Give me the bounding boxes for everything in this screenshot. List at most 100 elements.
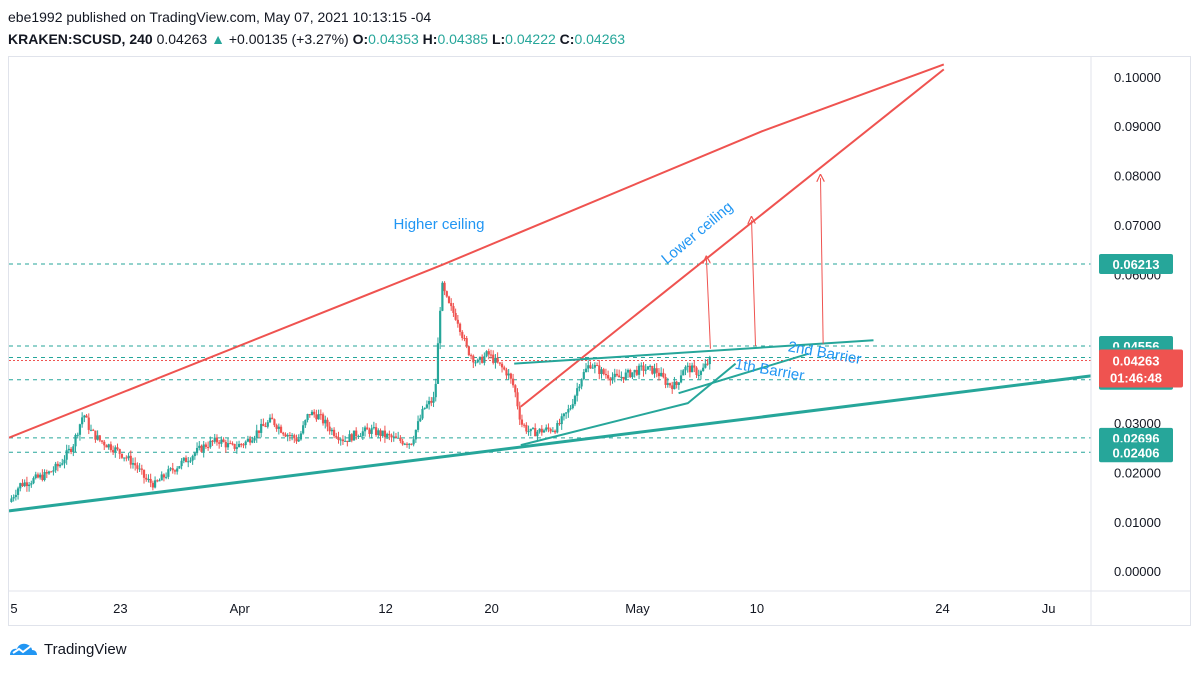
major-support-line[interactable] [9,374,1092,513]
candle [153,476,157,489]
candle-body [644,369,647,371]
candle [131,457,135,469]
candle [518,401,521,426]
candle-body [578,386,581,389]
candle-body [224,441,227,448]
candle-body [308,414,311,416]
candle [52,466,55,476]
candle-body [165,476,168,478]
candle-body [114,447,117,453]
candle-body [593,365,596,368]
lower-ceiling-line[interactable] [520,68,945,408]
candle-body [545,427,548,431]
candle [615,369,619,377]
candle [496,352,499,364]
chart-area[interactable]: Higher ceiling Lower ceiling 2nd Barrier 1t… [8,56,1191,626]
candle [209,436,212,449]
candle-body [500,363,504,368]
candle-body [352,430,356,441]
candle [81,412,84,428]
candle-body [266,422,269,427]
candle-body [434,383,437,398]
target-arrow-1[interactable] [706,260,711,349]
candle-body [397,437,400,439]
higher-ceiling-label[interactable]: Higher ceiling [394,216,485,233]
candle [640,362,643,371]
candle [63,455,66,469]
symbol-label[interactable]: KRAKEN:SCUSD, 240 [8,31,153,47]
footer: TradingView [8,640,127,658]
candle [118,448,121,460]
tradingview-logo-icon[interactable] [8,640,38,658]
candle-body [507,373,510,376]
candle [28,481,31,492]
candle-body [372,427,375,429]
candle-body [410,443,413,445]
candle [629,368,632,379]
higher-ceiling-line[interactable] [9,63,945,439]
tradingview-brand[interactable]: TradingView [44,640,127,658]
candle-body [361,431,364,436]
level-tag[interactable] [1099,254,1173,275]
candle [704,359,707,369]
candle [182,457,185,464]
candle-body [76,434,79,436]
candle [123,457,126,462]
candle [498,362,501,366]
candle-body [156,480,159,482]
candle [319,409,322,420]
current-price-tag[interactable] [1099,349,1183,388]
candle [255,424,258,443]
candle [235,441,238,454]
candle [67,445,70,454]
candle [622,376,625,383]
candle [675,380,678,389]
candle [436,337,440,384]
candle [355,427,358,440]
candle-body [211,440,214,442]
candle-body [182,457,185,461]
candle-body [492,354,495,363]
target-arrow-2[interactable] [752,220,757,347]
candle [439,307,442,350]
y-tick-label: 0.01000 [1114,515,1161,530]
level-tag[interactable] [1099,442,1173,463]
candle-body [542,430,546,433]
candle-body [677,382,680,385]
level-tag-label: 0.02696 [1113,431,1160,446]
candle [145,473,148,482]
candle-body [465,338,468,347]
candle [542,428,546,433]
candle-body [520,419,524,425]
candle [89,424,93,432]
candle-body [293,435,296,439]
candle [567,404,570,418]
candle-body [405,443,409,445]
candle-body [529,428,532,432]
target-arrow-3[interactable] [821,178,824,344]
candle [363,425,367,437]
candle [178,465,181,469]
candle-body [140,468,143,470]
candle-body [326,419,329,427]
candle [556,420,559,434]
candle-body [651,365,654,374]
candle [171,462,174,474]
candle [697,369,700,380]
upper-barrier-line[interactable] [514,339,874,365]
candle [12,494,15,502]
lower-barrier-line[interactable] [520,362,737,447]
candle-body [28,484,31,487]
candle-body [328,426,331,432]
candle-body [423,407,426,410]
recent-support-line[interactable] [678,352,809,395]
candle-body [368,429,371,434]
candle-body [87,417,90,430]
candle-body [516,392,519,407]
candle [165,472,168,480]
candle [708,355,711,370]
lower-ceiling-label[interactable]: Lower ceiling [658,198,736,267]
candle [317,409,320,420]
candle-body [229,443,232,445]
